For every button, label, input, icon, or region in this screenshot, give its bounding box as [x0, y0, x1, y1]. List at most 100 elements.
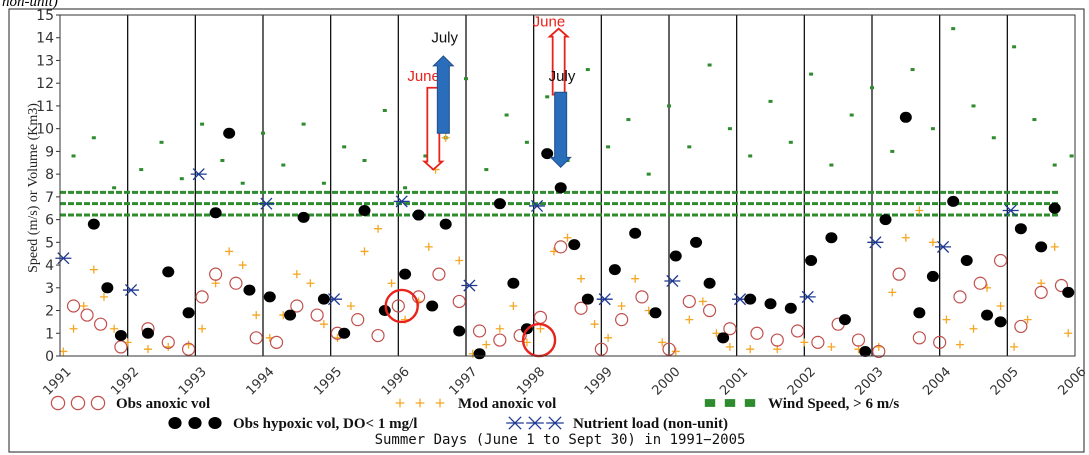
- data-point: [161, 335, 175, 349]
- y-tick-label: 4: [45, 258, 54, 274]
- data-point: [162, 266, 175, 278]
- data-point: [143, 345, 152, 354]
- data-point: [1050, 242, 1059, 251]
- y-tick-label: 12: [36, 76, 54, 92]
- data-point: [391, 299, 405, 313]
- y-tick-label: 13: [36, 53, 54, 69]
- data-point: [1054, 278, 1069, 293]
- data-point: [770, 333, 784, 347]
- legend-entry: Wind Speed, > 6 m/s: [704, 396, 899, 412]
- data-point: [252, 311, 261, 320]
- data-point: [432, 267, 446, 281]
- data-point: [805, 255, 818, 267]
- data-point: [529, 199, 546, 213]
- data-point: [114, 330, 127, 342]
- data-point: [1069, 154, 1074, 158]
- data-point: [263, 291, 276, 303]
- series-3: [87, 111, 1075, 360]
- data-point: [991, 136, 996, 140]
- data-point: [849, 113, 854, 117]
- data-point: [971, 104, 976, 108]
- data-point: [229, 276, 243, 290]
- data-point: [717, 332, 730, 344]
- data-point: [685, 315, 694, 324]
- data-point: [541, 148, 554, 160]
- data-point: [1002, 204, 1019, 217]
- data-point: [788, 140, 793, 144]
- y-tick-label: 9: [45, 144, 54, 160]
- legend-marker: [415, 398, 425, 408]
- data-point: [495, 324, 504, 333]
- data-point: [453, 325, 466, 337]
- data-point: [707, 63, 712, 67]
- data-point: [358, 205, 371, 217]
- data-point: [71, 154, 76, 158]
- data-point: [682, 294, 696, 309]
- data-point: [504, 113, 509, 117]
- data-point: [342, 145, 347, 149]
- data-point: [574, 301, 588, 315]
- legend-marker: [435, 398, 445, 408]
- data-point: [99, 292, 108, 301]
- data-point: [725, 342, 734, 351]
- data-point: [581, 293, 594, 305]
- data-point: [1014, 319, 1028, 334]
- data-point: [890, 149, 895, 153]
- data-point: [114, 340, 128, 354]
- data-point: [996, 301, 1005, 310]
- data-point: [507, 277, 520, 289]
- legend-label: Obs anoxic vol: [116, 396, 210, 412]
- data-point: [493, 198, 506, 210]
- legend-label: Mod anoxic vol: [458, 396, 556, 412]
- data-point: [261, 131, 265, 135]
- data-point: [851, 333, 866, 347]
- data-point: [374, 224, 383, 233]
- series-0: [66, 240, 1069, 359]
- data-point: [953, 290, 967, 304]
- y-axis-label: Speed (m/s) or Volume (Km3): [26, 103, 41, 273]
- x-tick-label: 1994: [244, 365, 278, 399]
- data-point: [687, 145, 692, 149]
- legend-marker: [208, 416, 222, 430]
- x-tick-label: 1991: [41, 365, 75, 399]
- data-point: [533, 310, 548, 324]
- series-4: [55, 168, 1019, 306]
- x-tick-label: 1999: [582, 365, 616, 399]
- legend-marker: [704, 399, 716, 407]
- data-point: [993, 253, 1008, 268]
- data-point: [493, 333, 507, 347]
- annotation-july-1998: July: [549, 68, 576, 169]
- data-point: [748, 154, 753, 158]
- x-tick-label: 1997: [447, 365, 481, 399]
- data-point: [604, 333, 613, 342]
- data-point: [879, 214, 892, 226]
- data-point: [455, 256, 464, 265]
- data-point: [1052, 163, 1057, 167]
- data-point: [423, 154, 428, 158]
- data-point: [933, 335, 947, 349]
- plot-area: [59, 14, 1076, 357]
- data-point: [223, 127, 236, 139]
- data-point: [351, 313, 365, 327]
- data-point: [888, 288, 897, 297]
- x-tick-label: 1993: [176, 365, 210, 399]
- data-point: [220, 158, 225, 162]
- data-point: [825, 232, 838, 244]
- legend-marker: [168, 416, 182, 430]
- data-point: [238, 261, 247, 270]
- data-point: [387, 279, 396, 288]
- annotation-label: June: [533, 13, 566, 30]
- data-point: [513, 328, 527, 343]
- series-2: [71, 27, 1074, 190]
- data-point: [829, 163, 834, 167]
- arrow-up-outline: [547, 27, 571, 96]
- annotation-label: July: [431, 29, 458, 46]
- data-point: [629, 227, 642, 239]
- data-point: [209, 267, 223, 281]
- data-point: [712, 329, 721, 338]
- data-point: [746, 345, 755, 354]
- data-point: [568, 239, 581, 251]
- annotation-july-1996: July: [431, 29, 459, 134]
- data-point: [703, 277, 716, 289]
